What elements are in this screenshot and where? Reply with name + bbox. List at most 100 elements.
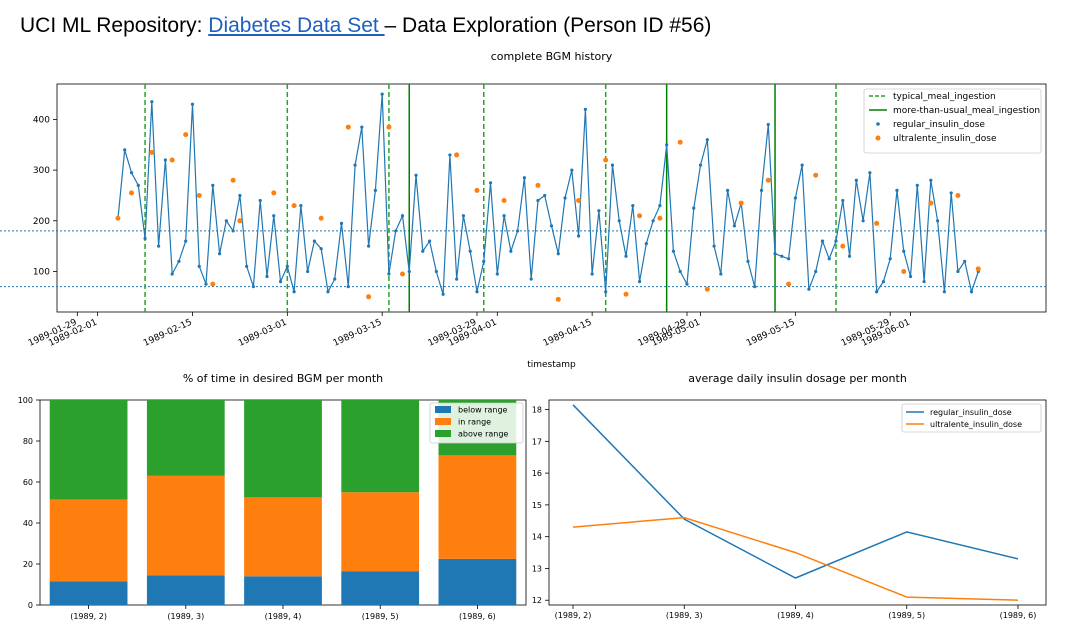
bar-segment [244, 400, 322, 498]
regular-dose-point [434, 269, 438, 274]
bar-ytick-label: 0 [28, 601, 33, 610]
regular-dose-point [881, 280, 886, 284]
regular-dose-point [732, 224, 736, 228]
regular-dose-point [238, 193, 242, 198]
regular-dose-point [807, 287, 811, 291]
legend-ultralente-dose-swatch [875, 135, 881, 141]
bar-xtick-label: (1989, 2) [70, 612, 107, 621]
regular-dose-point [692, 206, 696, 210]
regular-dose-point [265, 274, 269, 279]
ultralente-dose-point [291, 203, 297, 209]
regular-dose-point [617, 219, 621, 223]
regular-dose-point [726, 188, 730, 192]
bar-segment [438, 455, 517, 559]
regular-dose-point [367, 244, 371, 248]
regular-dose-point [278, 280, 283, 284]
regular-dose-point [170, 272, 174, 276]
regular-dose-point [129, 171, 134, 175]
regular-dose-point [902, 249, 906, 253]
bar-legend-label: below range [458, 406, 508, 415]
regular-dose-point [549, 224, 554, 228]
ultralente-dose-point [975, 266, 981, 272]
insulin-xtick-label: (1989, 2) [555, 611, 592, 620]
regular-dose-point [136, 183, 140, 187]
regular-dose-point [217, 252, 222, 256]
ultralente-dose-point [657, 215, 663, 221]
regular-dose-point [644, 242, 648, 246]
regular-dose-point [353, 163, 357, 167]
regular-dose-point [786, 257, 791, 261]
insulin-series-line [572, 516, 1019, 601]
ultralente-dose-point [874, 220, 880, 226]
regular-dose-point [854, 178, 858, 182]
regular-dose-point [814, 269, 818, 274]
bar-xtick-label: (1989, 4) [265, 612, 302, 621]
ultralente-dose-point [399, 271, 405, 277]
ultralente-dose-point [955, 192, 961, 198]
bar-xtick-label: (1989, 6) [459, 612, 496, 621]
ultralente-dose-point [535, 182, 541, 188]
insulin-ytick-label: 12 [532, 596, 542, 605]
insulin-xtick-label: (1989, 3) [666, 611, 703, 620]
regular-dose-point [637, 280, 642, 284]
ultralente-dose-point [813, 172, 819, 178]
regular-dose-point [583, 107, 587, 111]
bgm-ytick-label: 200 [33, 217, 50, 227]
bgm-ytick-label: 100 [33, 267, 50, 277]
regular-dose-point [604, 290, 608, 294]
bar-ytick-label: 40 [23, 519, 33, 528]
bgm-chart-title: complete BGM history [491, 50, 613, 63]
bgm-ytick-label: 400 [33, 115, 50, 125]
regular-dose-point [441, 292, 445, 296]
regular-dose-point [231, 229, 235, 233]
regular-dose-point [536, 198, 540, 203]
regular-dose-point [861, 219, 865, 223]
regular-dose-point [143, 236, 147, 241]
regular-dose-point [407, 269, 411, 274]
bar-segment [341, 400, 420, 493]
bar-ytick-label: 80 [23, 437, 33, 446]
bar-segment [244, 576, 322, 605]
regular-dose-point [509, 249, 513, 253]
bgm-legend: typical_meal_ingestion more-than-usual_me… [863, 88, 1042, 154]
bgm-legend-label: typical_meal_ingestion [893, 92, 996, 102]
regular-dose-point [319, 247, 323, 251]
regular-dose-point [888, 257, 892, 261]
regular-dose-point [543, 193, 547, 198]
regular-dose-point [610, 163, 615, 167]
ultralente-dose-point [623, 291, 629, 297]
regular-dose-point [624, 254, 628, 258]
ultralente-dose-point [386, 124, 392, 130]
insulin-xtick-label: (1989, 4) [777, 611, 814, 620]
bar-segment [341, 492, 420, 572]
regular-dose-point [719, 272, 723, 276]
regular-dose-point [448, 153, 452, 157]
dataset-link[interactable]: Diabetes Data Set [208, 14, 385, 37]
regular-dose-point [712, 244, 716, 248]
bar-ytick-label: 60 [23, 478, 33, 487]
regular-dose-point [942, 290, 946, 294]
regular-dose-point [184, 239, 188, 243]
bgm-series-line [117, 94, 979, 295]
regular-dose-point [658, 204, 662, 208]
regular-dose-point [847, 254, 852, 258]
bar-xtick-label: (1989, 3) [167, 612, 204, 621]
regular-dose-point [516, 229, 520, 233]
bar-segment [341, 571, 420, 605]
regular-dose-point [908, 274, 913, 279]
regular-dose-point [211, 183, 215, 187]
bgm-plot-frame [56, 83, 1047, 313]
regular-dose-point [123, 148, 127, 152]
bar-segment [146, 400, 225, 476]
bar-segment [49, 499, 128, 582]
regular-dose-point [258, 198, 262, 203]
ultralente-dose-point [501, 198, 507, 204]
regular-dose-point [373, 188, 377, 192]
regular-dose-point [157, 244, 161, 248]
bgm-xtick-label: 1989-02-15 [142, 318, 194, 349]
insulin-ytick-label: 18 [532, 406, 542, 415]
regular-dose-point [590, 272, 594, 276]
ultralente-dose-point [271, 190, 277, 196]
insulin-xtick-label: (1989, 6) [1000, 611, 1037, 620]
